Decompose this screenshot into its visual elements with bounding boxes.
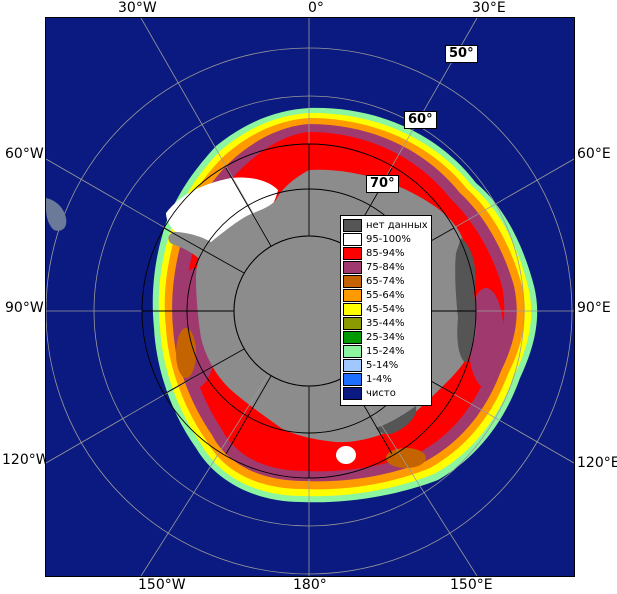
legend-label: 75-84%: [366, 262, 405, 273]
legend-swatch: [343, 373, 362, 386]
lon-label-150w: 150°W: [138, 577, 186, 593]
map-canvas: [46, 18, 574, 576]
lon-label-30w: 30°W: [118, 0, 157, 16]
legend-label: 65-74%: [366, 276, 405, 287]
lon-label-30e: 30°E: [472, 0, 506, 16]
legend-swatch: [343, 219, 362, 232]
graticule-parallels: [46, 47, 573, 575]
lon-label-120e: 120°E: [577, 455, 617, 471]
lon-label-150e: 150°E: [450, 577, 493, 593]
legend-swatch: [343, 345, 362, 358]
legend-swatch: [343, 247, 362, 260]
legend-swatch: [343, 289, 362, 302]
legend-label: 95-100%: [366, 234, 411, 245]
legend-item: 25-34%: [343, 331, 429, 344]
legend-item: 95-100%: [343, 233, 429, 246]
legend-label: 55-64%: [366, 290, 405, 301]
legend-swatch: [343, 303, 362, 316]
legend-swatch: [343, 331, 362, 344]
legend-item: 75-84%: [343, 261, 429, 274]
lat-label-50: 50°: [445, 45, 478, 63]
legend-swatch: [343, 233, 362, 246]
lon-label-120w: 120°W: [2, 452, 50, 468]
legend-label: 85-94%: [366, 248, 405, 259]
legend-swatch: [343, 387, 362, 400]
lon-label-180: 180°: [293, 577, 327, 593]
legend-item: 35-44%: [343, 317, 429, 330]
legend-item: 65-74%: [343, 275, 429, 288]
ice-patch-purple-east: [468, 288, 504, 388]
legend-item: 45-54%: [343, 303, 429, 316]
legend-item: 85-94%: [343, 247, 429, 260]
legend-item: 1-4%: [343, 373, 429, 386]
south-america-tip: [46, 198, 67, 231]
legend-item: 5-14%: [343, 359, 429, 372]
legend-swatch: [343, 359, 362, 372]
ice-patch-orange-southeast: [386, 448, 426, 468]
legend-item: 15-24%: [343, 345, 429, 358]
legend-item: нет данных: [343, 219, 429, 232]
lon-label-60e: 60°E: [577, 146, 611, 162]
lon-label-90w: 90°W: [5, 300, 44, 316]
ice-white-ross: [336, 446, 356, 464]
legend-swatch: [343, 261, 362, 274]
legend-label: 25-34%: [366, 332, 405, 343]
legend-item: 55-64%: [343, 289, 429, 302]
legend-label: чисто: [366, 388, 396, 399]
lon-label-0: 0°: [308, 0, 324, 16]
legend-label: 5-14%: [366, 360, 399, 371]
legend-label: нет данных: [366, 220, 428, 231]
legend-swatch: [343, 317, 362, 330]
lat-label-70: 70°: [366, 175, 399, 193]
no-data-south: [376, 406, 417, 435]
lon-label-60w: 60°W: [5, 146, 44, 162]
ice-patch-orange-west: [176, 328, 196, 378]
legend-label: 35-44%: [366, 318, 405, 329]
legend-label: 1-4%: [366, 374, 392, 385]
ice-concentration-map: 50° 60° 70°: [45, 17, 575, 577]
lon-label-90e: 90°E: [577, 300, 611, 316]
legend-label: 45-54%: [366, 304, 405, 315]
legend-item: чисто: [343, 387, 429, 400]
legend-swatch: [343, 275, 362, 288]
legend: нет данных 95-100% 85-94% 75-84% 65-74% …: [340, 215, 432, 406]
lat-label-60: 60°: [404, 111, 437, 129]
legend-label: 15-24%: [366, 346, 405, 357]
